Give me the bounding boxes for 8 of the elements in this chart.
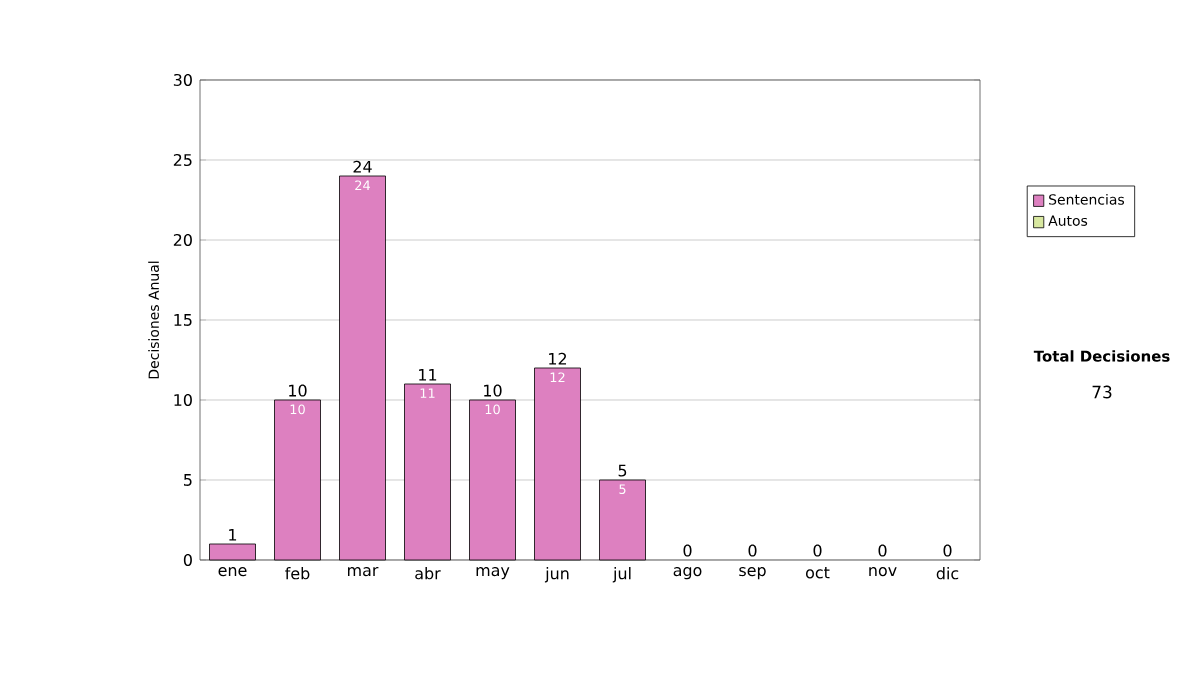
bar	[469, 399, 516, 561]
bar	[209, 543, 256, 561]
bar	[404, 383, 451, 561]
bar	[274, 399, 321, 561]
text: 73	[1092, 385, 1112, 399]
bar	[534, 367, 581, 561]
bar	[339, 175, 386, 561]
bar	[599, 479, 646, 561]
